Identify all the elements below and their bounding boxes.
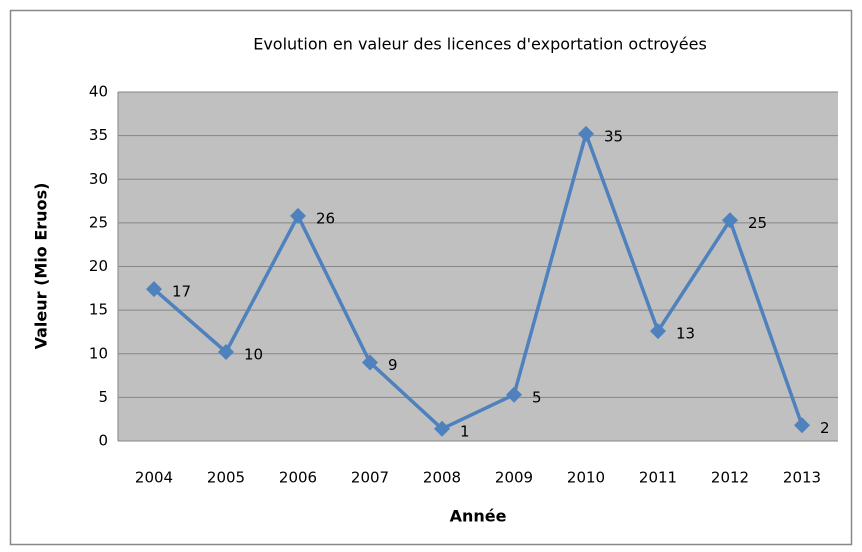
x-axis-label: Année: [450, 507, 507, 526]
x-tick-label: 2009: [495, 469, 533, 487]
data-label: 17: [172, 283, 191, 301]
x-tick-label: 2013: [783, 469, 821, 487]
x-tick-label: 2010: [567, 469, 605, 487]
x-tick-label: 2006: [279, 469, 317, 487]
point-marker: [218, 344, 234, 361]
point-marker: [434, 420, 450, 437]
data-label: 25: [748, 214, 767, 232]
data-label: 13: [676, 325, 695, 343]
point-marker: [506, 386, 522, 403]
point-marker: [362, 354, 378, 371]
point-marker: [794, 417, 810, 434]
series-line: [152, 132, 804, 431]
point-marker: [578, 125, 594, 142]
y-tick-label: 25: [89, 213, 108, 231]
chart-title: Evolution en valeur des licences d'expor…: [253, 35, 707, 54]
data-label: 2: [820, 419, 830, 437]
data-label: 5: [532, 388, 542, 406]
data-label: 1: [460, 422, 470, 440]
x-tick-label: 2005: [207, 469, 245, 487]
point-marker: [722, 212, 738, 229]
data-label: 10: [244, 346, 263, 364]
data-label: 26: [316, 209, 335, 227]
x-tick-label: 2012: [711, 469, 749, 487]
y-tick-label: 5: [98, 388, 108, 406]
point-marker: [146, 281, 162, 298]
data-label: 9: [388, 356, 398, 374]
y-tick-label: 20: [89, 257, 108, 275]
y-tick-label: 40: [89, 83, 108, 101]
data-label: 35: [604, 127, 623, 145]
x-tick-label: 2011: [639, 469, 677, 487]
y-tick-label: 30: [89, 170, 108, 188]
y-tick-label: 15: [89, 301, 108, 319]
x-tick-label: 2007: [351, 469, 389, 487]
point-marker: [650, 323, 666, 340]
y-tick-label: 10: [89, 344, 108, 362]
y-tick-label: 35: [89, 126, 108, 144]
point-marker: [290, 207, 306, 224]
x-tick-label: 2008: [423, 469, 461, 487]
y-axis-label: Valeur (Mio Eruos): [32, 183, 51, 350]
x-tick-label: 2004: [135, 469, 173, 487]
y-tick-label: 0: [98, 432, 108, 450]
